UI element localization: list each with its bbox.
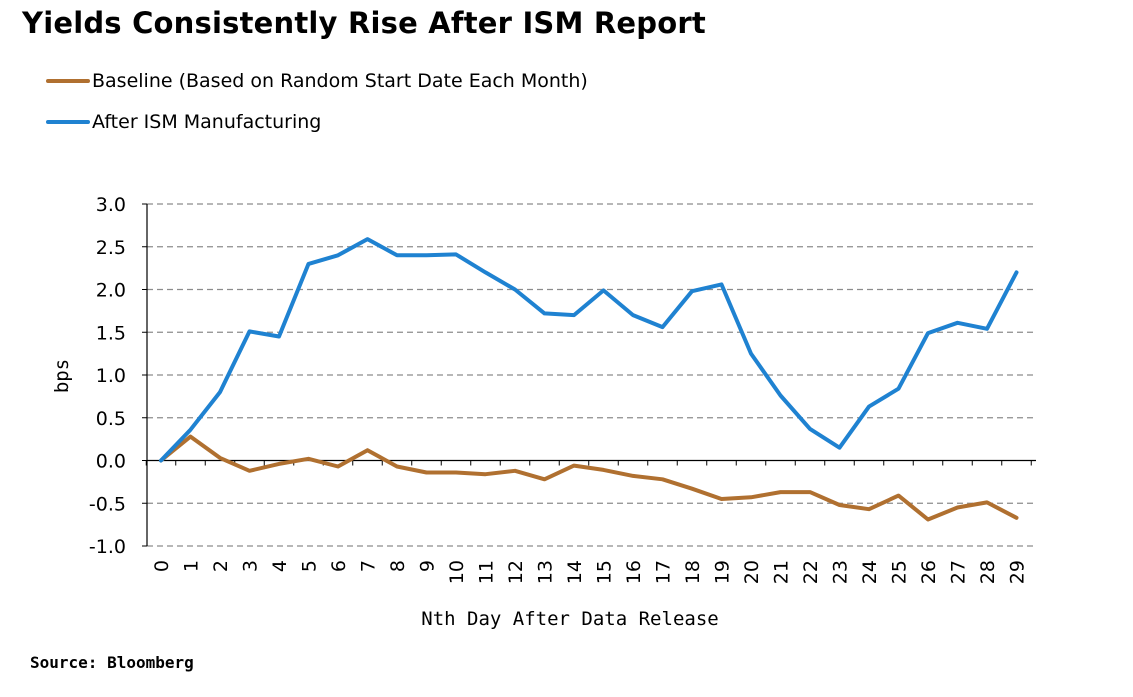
source-note: Source: Bloomberg (30, 653, 194, 672)
y-tick-label-8: -1.0 (89, 536, 126, 558)
y-tick-label-1: 2.5 (96, 237, 126, 259)
x-tick-labels: 0 1 2 3 4 5 6 7 8 9 10 11 12 13 14 15 16 17 18 19 20 21 22 23 24… (151, 560, 1029, 584)
x-tick-label-28: 28 (977, 560, 999, 584)
x-tick-label-3: 3 (240, 560, 262, 572)
series-lines (159, 237, 1019, 522)
x-tick-label-27: 27 (948, 560, 970, 584)
x-tick-label-19: 19 (712, 560, 734, 584)
legend-swatch-after-ism (46, 120, 90, 124)
x-tick-label-17: 17 (653, 560, 675, 584)
x-tick-label-11: 11 (476, 560, 498, 584)
x-tick-label-13: 13 (535, 560, 557, 584)
x-tick-label-24: 24 (859, 560, 881, 584)
x-tick-label-0: 0 (151, 560, 173, 572)
legend-swatch-baseline (46, 79, 90, 83)
y-tick-label-7: -0.5 (89, 493, 126, 515)
x-axis-title: Nth Day After Data Release (421, 608, 718, 630)
x-tick-label-2: 2 (210, 560, 232, 572)
y-tick-label-6: 0.0 (96, 451, 126, 473)
x-tick-label-26: 26 (918, 560, 940, 584)
x-tick-label-20: 20 (741, 560, 763, 584)
x-tick-label-4: 4 (269, 560, 291, 572)
legend-item-baseline: Baseline (Based on Random Start Date Eac… (46, 66, 588, 96)
x-tick-label-9: 9 (417, 560, 439, 572)
legend-label-baseline: Baseline (Based on Random Start Date Eac… (92, 70, 588, 92)
x-tick-label-1: 1 (181, 560, 203, 572)
baseline-line (159, 434, 1019, 522)
x-tick-label-7: 7 (358, 560, 380, 572)
chart-title: Yields Consistently Rise After ISM Repor… (22, 6, 706, 40)
gridlines (147, 203, 1036, 547)
x-tick-label-22: 22 (800, 560, 822, 584)
x-tick-label-12: 12 (505, 560, 527, 584)
x-tick-label-10: 10 (446, 560, 468, 584)
x-tick-label-16: 16 (623, 560, 645, 584)
x-tick-label-21: 21 (771, 560, 793, 584)
x-tick-label-29: 29 (1007, 560, 1029, 584)
legend-label-after-ism: After ISM Manufacturing (92, 111, 322, 133)
legend: Baseline (Based on Random Start Date Eac… (46, 66, 588, 148)
x-tick-label-8: 8 (387, 560, 409, 572)
y-axis-title: bps (51, 359, 73, 393)
x-tick-label-23: 23 (830, 560, 852, 584)
after-ism-line (159, 237, 1019, 463)
x-tick-label-5: 5 (299, 560, 321, 572)
y-tick-label-0: 3.0 (96, 194, 126, 216)
x-tick-label-14: 14 (564, 560, 586, 584)
y-tick-label-3: 1.5 (96, 322, 126, 344)
x-tick-label-25: 25 (889, 560, 911, 584)
y-tick-label-2: 2.0 (96, 280, 126, 302)
x-tick-label-6: 6 (328, 560, 350, 572)
x-tick-label-18: 18 (682, 560, 704, 584)
y-tick-label-5: 0.5 (96, 408, 126, 430)
y-tick-label-4: 1.0 (96, 365, 126, 387)
legend-item-after-ism: After ISM Manufacturing (46, 107, 588, 137)
x-tick-label-15: 15 (594, 560, 616, 584)
y-tick-labels: 3.0 2.5 2.0 1.5 1.0 0.5 0.0 -0.5 -1.0 (89, 194, 126, 558)
